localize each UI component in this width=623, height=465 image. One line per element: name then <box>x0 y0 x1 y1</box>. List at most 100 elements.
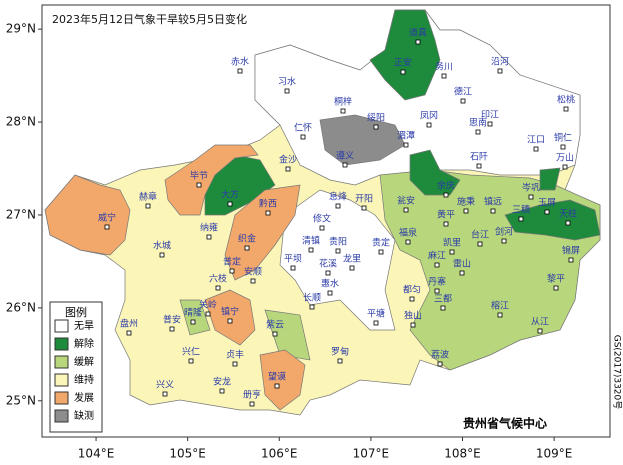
city-label: 岑巩 <box>522 182 540 194</box>
city-marker <box>162 391 168 397</box>
city-label: 桐梓 <box>334 96 352 108</box>
region-relieved <box>504 199 601 241</box>
city-marker <box>563 106 569 112</box>
city-marker <box>227 318 233 324</box>
city-marker <box>449 249 455 255</box>
city-label: 威宁 <box>98 212 116 224</box>
city-marker <box>290 265 296 271</box>
city-label: 凯里 <box>443 237 461 249</box>
city-label: 镇宁 <box>221 306 239 318</box>
city-label: 镇远 <box>484 196 502 208</box>
city-label: 台江 <box>471 229 489 241</box>
legend-label: 解除 <box>74 337 94 350</box>
city-label: 道真 <box>409 27 427 39</box>
city-marker <box>434 262 440 268</box>
city-label: 黎平 <box>547 273 565 285</box>
city-label: 三都 <box>434 294 452 305</box>
city-marker <box>568 257 574 263</box>
city-label: 凤冈 <box>420 111 438 122</box>
city-marker <box>501 238 507 244</box>
city-marker <box>249 401 255 407</box>
city-marker <box>487 121 493 127</box>
city-label: 沿河 <box>491 56 509 68</box>
city-label: 瓮安 <box>397 195 415 207</box>
y-tick-label: 25°N <box>6 393 36 407</box>
city-marker <box>337 358 343 364</box>
city-marker <box>190 319 196 325</box>
x-tick-label: 106°E <box>261 447 298 461</box>
city-label: 三穗 <box>512 204 530 216</box>
city-label: 赫章 <box>139 191 157 203</box>
footer: 贵州省气候中心 <box>463 416 547 431</box>
legend-label: 缺测 <box>74 409 94 422</box>
region-relieved <box>409 149 461 196</box>
city-marker <box>237 68 243 74</box>
city-marker <box>373 124 379 130</box>
city-marker <box>528 194 534 200</box>
city-label: 正安 <box>394 57 412 69</box>
city-marker <box>285 166 291 172</box>
city-marker <box>104 224 110 230</box>
city-marker <box>475 129 481 135</box>
city-marker <box>441 73 447 79</box>
city-marker <box>476 163 482 169</box>
city-label: 关岭 <box>199 299 217 311</box>
city-label: 榕江 <box>491 300 509 312</box>
city-label: 玉屏 <box>538 198 556 209</box>
legend-swatch <box>54 373 69 387</box>
city-marker <box>349 265 355 271</box>
city-label: 花溪 <box>319 258 337 270</box>
city-marker <box>145 203 151 209</box>
city-marker <box>227 201 233 207</box>
city-marker <box>284 88 290 94</box>
city-marker <box>410 322 416 328</box>
city-label: 石阡 <box>470 152 488 163</box>
regions <box>44 9 601 416</box>
legend-swatch <box>54 337 69 351</box>
city-label: 黔西 <box>259 198 277 210</box>
region-develop <box>259 349 306 411</box>
city-marker <box>443 192 449 198</box>
city-label: 晴隆 <box>184 307 202 319</box>
city-label: 长顺 <box>303 292 321 304</box>
city-marker <box>300 134 306 140</box>
region-develop <box>224 184 301 281</box>
city-label: 兴仁 <box>182 346 200 358</box>
city-marker <box>553 285 559 291</box>
city-marker <box>443 221 449 227</box>
city-marker <box>319 225 325 231</box>
city-label: 兴义 <box>156 380 174 391</box>
city-label: 罗甸 <box>331 346 349 358</box>
region-ease <box>264 309 311 361</box>
city-label: 清镇 <box>302 235 320 247</box>
city-label: 安龙 <box>213 376 231 388</box>
city-label: 贵阳 <box>329 236 347 248</box>
city-marker <box>244 245 250 251</box>
city-marker <box>415 39 421 45</box>
approval-number: GS(2017)3320号 <box>612 335 623 410</box>
city-label: 黄平 <box>437 209 455 221</box>
city-marker <box>440 305 446 311</box>
legend-label: 发展 <box>74 391 94 404</box>
city-label: 松桃 <box>557 94 575 106</box>
city-label: 万山 <box>556 153 574 164</box>
city-marker <box>325 270 331 276</box>
y-tick-label: 29°N <box>6 22 36 36</box>
city-label: 务川 <box>435 61 453 73</box>
city-marker <box>250 278 256 284</box>
city-marker <box>497 68 503 74</box>
city-marker <box>196 182 202 188</box>
city-marker <box>477 241 483 247</box>
city-marker <box>232 361 238 367</box>
city-marker <box>188 358 194 364</box>
city-marker <box>378 249 384 255</box>
city-marker <box>335 203 341 209</box>
city-label: 普定 <box>223 256 241 268</box>
region-develop <box>164 144 259 216</box>
city-marker <box>272 331 278 337</box>
city-label: 都匀 <box>403 284 421 296</box>
city-label: 锦屏 <box>562 245 580 257</box>
city-label: 紫云 <box>266 320 284 331</box>
